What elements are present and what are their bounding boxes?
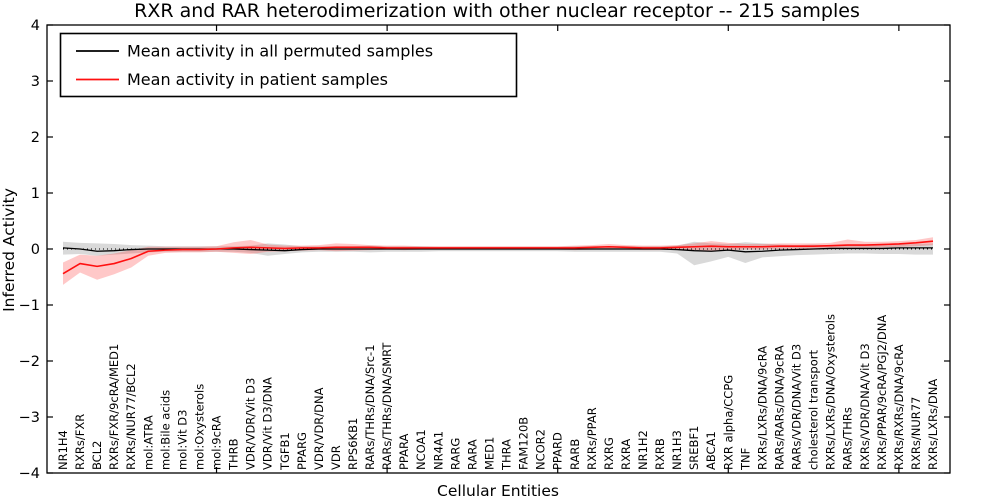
chart-title: RXR and RAR heterodimerization with othe… (134, 0, 860, 22)
x-tick-label: NR1H4 (56, 430, 70, 470)
x-tick-label: RARA (465, 439, 479, 470)
legend-box (59, 32, 518, 98)
x-tick-label: PPARG (295, 432, 309, 470)
y-tick-label: −4 (19, 466, 40, 482)
x-tick-label: RXRs/PPAR (585, 407, 599, 470)
x-tick-label: RARB (568, 439, 582, 470)
x-tick-label: NCOR2 (534, 429, 548, 470)
x-tick-label: RARG (448, 438, 462, 470)
y-tick-labels: −4 −3 −2 −1 0 1 2 3 4 (19, 18, 40, 482)
x-tick-label: RARs/VDR/DNA/Vit D3 (790, 344, 804, 470)
x-axis-label: Cellular Entities (437, 482, 559, 500)
x-tick-label: RXRs/FXR (73, 414, 87, 470)
x-tick-label: RARs/RARs/DNA/9cRA (772, 345, 786, 470)
x-tick-label: RXRs/RXRs/DNA/9cRA (892, 344, 906, 470)
x-category-labels: NR1H4 RXRs/FXR BCL2 RXRs/FXR/9cRA/MED1 RXRs/… (56, 314, 940, 471)
x-tick-label: MED1 (482, 437, 496, 470)
x-tick-label: RXRs/LXRs/DNA/Oxysterols (824, 314, 838, 470)
legend-label-permuted: Mean activity in all permuted samples (127, 42, 433, 61)
x-tick-label: NCOA1 (414, 429, 428, 470)
y-tick-label: 0 (31, 242, 40, 258)
confidence-bands (63, 237, 933, 285)
x-tick-label: RXRs/PPAR/9cRA/PGJ2/DNA (875, 315, 889, 470)
x-tick-label: RPS6KB1 (346, 418, 360, 470)
x-tick-label: RARs/THRs/DNA/SMRT (380, 342, 394, 470)
y-tick-label: −2 (19, 354, 40, 370)
x-tick-label: RXRs/LXRs/DNA/9cRA (755, 346, 769, 470)
x-tick-label: mol:Bile acids (158, 390, 172, 470)
x-tick-label: RXR alpha/CCPG (721, 375, 735, 470)
x-tick-label: NR1H3 (670, 430, 684, 470)
patient-confidence-band (63, 237, 933, 285)
x-tick-label: BCL2 (90, 441, 104, 470)
y-axis-label: Inferred Activity (0, 188, 18, 312)
x-tick-label: RXRB (653, 438, 667, 470)
x-tick-label: SREBF1 (687, 426, 701, 470)
legend-label-patient: Mean activity in patient samples (127, 70, 388, 89)
x-tick-label: RXRs/VDR/DNA/Vit D3 (858, 343, 872, 470)
x-tick-label: RXRs/FXR/9cRA/MED1 (107, 344, 121, 470)
x-tick-label: VDR/VDR/Vit D3 (244, 378, 258, 470)
x-tick-label: mol:ATRA (141, 415, 155, 470)
x-tick-label: RXRA (619, 439, 633, 470)
x-tick-label: RXRs/NUR77 (909, 397, 923, 470)
x-tick-label: VDR/VDR/DNA (312, 387, 326, 470)
x-tick-label: RXRG (602, 437, 616, 470)
x-tick-label: RARs/THRs/DNA/Src-1 (363, 344, 377, 470)
x-tick-label: RXRs/LXRs/DNA (926, 379, 940, 470)
x-tick-label: FAM120B (517, 417, 531, 470)
x-tick-label: cholesterol transport (807, 350, 821, 470)
x-tick-label: PPARA (397, 433, 411, 470)
x-tick-label: TNF (738, 448, 752, 471)
legend: Mean activity in all permuted samples Me… (59, 32, 518, 98)
y-tick-label: 3 (31, 74, 40, 90)
x-tick-label: THRA (500, 439, 514, 471)
series-lines (62, 240, 934, 275)
y-tick-label: −3 (19, 410, 40, 426)
x-tick-label: PPARD (551, 432, 565, 470)
y-tick-label: −1 (19, 298, 40, 314)
x-tick-label: ABCA1 (704, 431, 718, 470)
x-tick-label: THRB (227, 438, 241, 471)
x-tick-label: NR4A1 (431, 431, 445, 470)
x-tick-label: VDR/Vit D3/DNA (261, 377, 275, 470)
x-tick-label: NR1H2 (636, 430, 650, 470)
x-tick-label: RARs/THRs (841, 407, 855, 470)
patient-mean-line (62, 240, 934, 275)
y-tick-label: 2 (31, 130, 40, 146)
y-tick-label: 4 (31, 18, 40, 34)
x-tick-label: mol:9cRA (210, 416, 224, 470)
x-tick-label: mol:Oxysterols (192, 384, 206, 470)
x-tick-label: VDR (329, 445, 343, 470)
x-tick-label: mol:Vit D3 (175, 410, 189, 470)
y-tick-label: 1 (31, 186, 40, 202)
x-tick-label: TGFB1 (278, 432, 292, 471)
axis-ticks (47, 24, 950, 474)
x-tick-label: RXRs/NUR77/BCL2 (124, 363, 138, 470)
